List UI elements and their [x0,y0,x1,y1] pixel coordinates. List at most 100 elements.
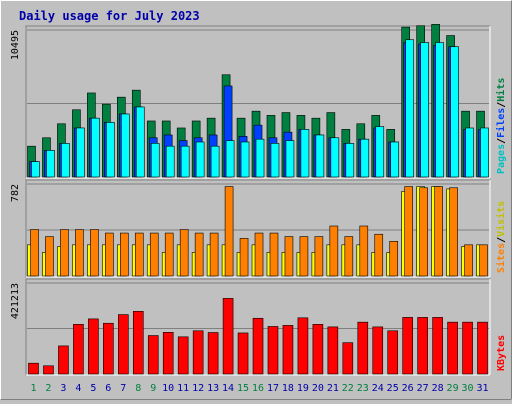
bar-pages-day-24 [375,126,385,178]
day-label-10: 10 [162,383,174,394]
day-label-6: 6 [105,383,111,394]
day-label-30: 30 [462,383,474,394]
bar-pages-day-3 [61,143,70,178]
bar-kbytes-day-28 [432,317,443,375]
bar-kbytes-day-22 [342,342,354,375]
day-label-17: 17 [267,383,279,394]
bar-pages-day-23 [360,138,370,178]
bar-kbytes-day-23 [357,321,369,375]
bar-kbytes-day-11 [177,336,189,375]
bar-pages-day-27 [420,42,429,178]
bar-sites-day-20 [314,236,324,277]
bar-pages-day-31 [480,127,489,178]
bar-kbytes-day-5 [88,318,99,375]
side-label-part: / [496,138,507,144]
bar-kbytes-day-16 [252,317,264,375]
bar-pages-day-6 [106,122,115,178]
side-label-part: Pages [496,144,507,174]
day-label-8: 8 [135,383,141,394]
bar-kbytes-day-6 [103,322,114,375]
bar-pages-day-29 [450,46,459,178]
bar-pages-day-26 [405,39,414,178]
bar-kbytes-day-18 [282,325,294,375]
side-label-part: Files [495,108,507,138]
bar-sites-day-22 [344,236,354,277]
side-label-part: KBytes [496,335,507,371]
day-label-21: 21 [327,383,339,394]
day-label-24: 24 [372,383,384,394]
tick-label-visits: 782 [10,184,21,202]
bar-kbytes-day-9 [147,335,159,375]
bar-sites-day-21 [329,225,339,277]
bar-kbytes-day-21 [327,326,339,375]
bar-kbytes-day-31 [477,321,488,375]
bar-kbytes-day-27 [417,317,428,375]
bar-pages-day-17 [270,143,280,178]
bar-pages-day-7 [121,113,130,178]
day-label-31: 31 [476,383,488,394]
day-label-13: 13 [207,383,219,394]
chart-title: Daily usage for July 2023 [19,9,200,23]
side-label-part: Hits [495,78,507,102]
day-label-26: 26 [402,383,414,394]
bar-sites-day-24 [374,233,384,277]
bar-kbytes-day-19 [297,317,309,375]
bar-pages-day-28 [435,42,444,178]
tick-label-kbytes: 421213 [10,283,21,319]
bar-kbytes-day-25 [387,330,399,375]
bar-sites-day-23 [359,225,369,277]
bar-sites-day-31 [479,244,488,277]
bar-sites-day-12 [194,232,204,277]
day-label-27: 27 [417,383,429,394]
bar-sites-day-10 [164,232,174,277]
bar-sites-day-16 [254,232,264,277]
bar-sites-day-19 [299,236,309,277]
bar-kbytes-day-1 [28,362,39,375]
bar-pages-day-1 [31,161,40,178]
day-label-25: 25 [387,383,399,394]
bar-pages-day-10 [165,145,175,178]
bar-kbytes-day-13 [207,332,219,375]
bar-sites-day-11 [179,229,189,277]
day-label-7: 7 [120,383,126,394]
day-label-12: 12 [192,383,204,394]
bar-pages-day-12 [195,141,205,178]
bar-pages-day-5 [91,117,100,178]
day-label-19: 19 [297,383,309,394]
bar-sites-day-25 [389,240,399,277]
bar-kbytes-day-26 [402,317,413,375]
bar-sites-day-28 [434,186,443,277]
bar-sites-day-8 [134,232,144,277]
day-label-18: 18 [282,383,294,394]
day-label-29: 29 [447,383,459,394]
day-label-14: 14 [222,383,234,394]
bar-sites-day-29 [449,187,458,277]
bar-sites-day-1 [30,229,39,277]
bar-kbytes-day-29 [447,321,458,375]
bar-kbytes-day-15 [237,332,249,375]
bar-kbytes-day-24 [372,326,384,375]
bar-kbytes-day-7 [118,314,129,375]
side-label-part: / [496,102,507,108]
day-label-15: 15 [237,383,249,394]
day-label-1: 1 [30,383,36,394]
bar-sites-day-6 [105,232,114,277]
side-label-visits: Sites/Visits [495,201,507,273]
day-label-16: 16 [252,383,264,394]
bar-kbytes-day-4 [73,324,84,375]
bar-kbytes-day-12 [192,330,204,375]
bar-kbytes-day-8 [132,311,144,375]
bar-sites-day-5 [90,229,99,277]
side-label-hits: Pages/Files/Hits [495,78,507,174]
side-label-part: / [496,237,507,243]
day-label-3: 3 [60,383,66,394]
bar-pages-day-8 [135,106,145,178]
bar-pages-day-19 [300,129,310,178]
day-label-4: 4 [75,383,81,394]
bar-kbytes-day-17 [267,326,279,375]
bar-sites-day-27 [419,187,428,277]
bar-sites-day-4 [75,229,84,277]
bar-pages-day-14 [225,140,235,178]
bar-pages-day-16 [255,138,265,178]
